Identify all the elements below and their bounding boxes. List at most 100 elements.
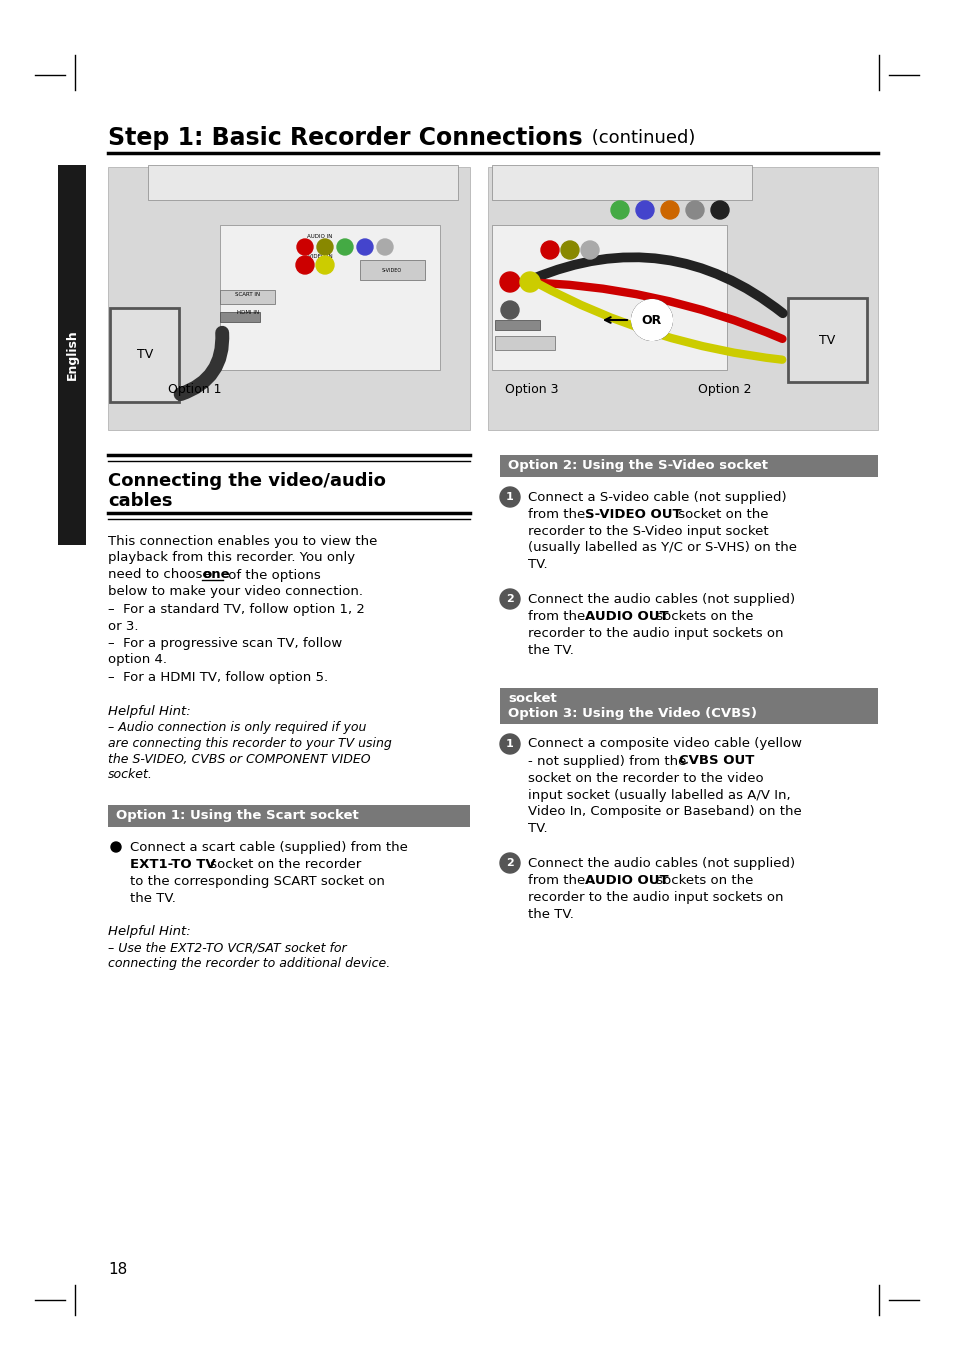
FancyBboxPatch shape	[492, 164, 751, 199]
Circle shape	[499, 853, 519, 873]
Circle shape	[685, 201, 703, 220]
Circle shape	[376, 238, 393, 255]
Circle shape	[540, 241, 558, 259]
Text: AUDIO OUT: AUDIO OUT	[584, 873, 668, 886]
Circle shape	[111, 842, 121, 853]
Text: input socket (usually labelled as A/V In,: input socket (usually labelled as A/V In…	[527, 788, 790, 801]
Text: –  For a progressive scan TV, follow: – For a progressive scan TV, follow	[108, 637, 342, 649]
Circle shape	[499, 589, 519, 609]
FancyBboxPatch shape	[495, 335, 555, 350]
Text: AUDIO OUT: AUDIO OUT	[584, 609, 668, 622]
FancyBboxPatch shape	[499, 455, 877, 477]
Text: TV.: TV.	[527, 559, 547, 571]
Text: 18: 18	[108, 1262, 127, 1277]
Circle shape	[295, 256, 314, 273]
Text: Option 1: Option 1	[168, 384, 221, 396]
Text: Helpful Hint:: Helpful Hint:	[108, 704, 191, 718]
Text: playback from this recorder. You only: playback from this recorder. You only	[108, 551, 355, 564]
Text: –  For a standard TV, follow option 1, 2: – For a standard TV, follow option 1, 2	[108, 602, 364, 616]
Text: (continued): (continued)	[585, 129, 695, 147]
Circle shape	[356, 238, 373, 255]
Text: VIDEO IN: VIDEO IN	[307, 253, 332, 259]
FancyBboxPatch shape	[108, 806, 470, 827]
Text: socket: socket	[507, 691, 557, 704]
Text: HDMI IN: HDMI IN	[236, 310, 259, 314]
Text: Connect the audio cables (not supplied): Connect the audio cables (not supplied)	[527, 857, 794, 870]
Circle shape	[316, 238, 333, 255]
Text: – Use the EXT2-TO VCR/SAT socket for: – Use the EXT2-TO VCR/SAT socket for	[108, 942, 346, 955]
Text: socket.: socket.	[108, 769, 152, 781]
FancyBboxPatch shape	[220, 225, 439, 370]
Text: need to choose: need to choose	[108, 568, 214, 582]
FancyBboxPatch shape	[359, 260, 424, 280]
Circle shape	[315, 256, 334, 273]
Text: of the options: of the options	[224, 568, 320, 582]
FancyBboxPatch shape	[148, 164, 457, 199]
FancyBboxPatch shape	[495, 321, 539, 330]
Circle shape	[296, 238, 313, 255]
Text: recorder to the S-Video input socket: recorder to the S-Video input socket	[527, 524, 768, 537]
Text: the TV.: the TV.	[527, 644, 574, 656]
Text: Helpful Hint:: Helpful Hint:	[108, 925, 191, 939]
Text: Option 2: Using the S-Video socket: Option 2: Using the S-Video socket	[507, 459, 767, 473]
Text: Step 1: Basic Recorder Connections: Step 1: Basic Recorder Connections	[108, 127, 582, 150]
Text: –  For a HDMI TV, follow option 5.: – For a HDMI TV, follow option 5.	[108, 671, 328, 683]
Text: cables: cables	[108, 492, 172, 511]
Circle shape	[636, 201, 654, 220]
Text: TV.: TV.	[527, 823, 547, 835]
Text: (usually labelled as Y/C or S-VHS) on the: (usually labelled as Y/C or S-VHS) on th…	[527, 541, 796, 555]
Text: sockets on the: sockets on the	[651, 873, 753, 886]
FancyBboxPatch shape	[220, 313, 260, 322]
Text: socket on the recorder to the video: socket on the recorder to the video	[527, 772, 762, 784]
Text: This connection enables you to view the: This connection enables you to view the	[108, 535, 377, 547]
Circle shape	[560, 241, 578, 259]
Text: 2: 2	[506, 594, 514, 603]
Circle shape	[710, 201, 728, 220]
Text: Connect a composite video cable (yellow: Connect a composite video cable (yellow	[527, 738, 801, 750]
Text: Option 1: Using the Scart socket: Option 1: Using the Scart socket	[116, 810, 358, 823]
Text: Option 3: Using the Video (CVBS): Option 3: Using the Video (CVBS)	[507, 707, 757, 721]
Text: Connect the audio cables (not supplied): Connect the audio cables (not supplied)	[527, 593, 794, 606]
Text: the TV.: the TV.	[527, 908, 574, 920]
Circle shape	[499, 734, 519, 754]
Text: option 4.: option 4.	[108, 653, 167, 667]
Text: the TV.: the TV.	[130, 892, 175, 904]
Text: TV: TV	[818, 334, 834, 346]
Text: socket on the: socket on the	[673, 508, 768, 520]
Circle shape	[499, 272, 519, 292]
Text: CVBS OUT: CVBS OUT	[679, 754, 754, 768]
Circle shape	[336, 238, 353, 255]
Text: S-VIDEO: S-VIDEO	[381, 268, 401, 272]
Text: – Audio connection is only required if you: – Audio connection is only required if y…	[108, 721, 366, 734]
Text: from the: from the	[527, 508, 589, 520]
Text: TV: TV	[136, 349, 153, 361]
Circle shape	[610, 201, 628, 220]
Text: or 3.: or 3.	[108, 620, 138, 633]
FancyBboxPatch shape	[492, 225, 726, 370]
Text: OR: OR	[641, 314, 661, 326]
Text: AUDIO IN: AUDIO IN	[307, 234, 333, 240]
Text: the S-VIDEO, CVBS or COMPONENT VIDEO: the S-VIDEO, CVBS or COMPONENT VIDEO	[108, 753, 370, 765]
Text: 1: 1	[506, 740, 514, 749]
Circle shape	[631, 300, 671, 339]
Text: sockets on the: sockets on the	[651, 609, 753, 622]
Text: are connecting this recorder to your TV using: are connecting this recorder to your TV …	[108, 737, 392, 749]
Text: 2: 2	[506, 858, 514, 867]
Text: Connect a S-video cable (not supplied): Connect a S-video cable (not supplied)	[527, 490, 786, 504]
Text: from the: from the	[527, 609, 589, 622]
Text: S-VIDEO OUT: S-VIDEO OUT	[584, 508, 680, 520]
Text: from the: from the	[527, 873, 589, 886]
FancyBboxPatch shape	[499, 688, 877, 723]
Text: socket on the recorder: socket on the recorder	[206, 858, 361, 870]
Text: 1: 1	[506, 492, 514, 502]
Text: Option 3: Option 3	[504, 384, 558, 396]
Text: EXT1-TO TV: EXT1-TO TV	[130, 858, 215, 870]
Text: to the corresponding SCART socket on: to the corresponding SCART socket on	[130, 874, 384, 888]
Circle shape	[519, 272, 539, 292]
Text: one: one	[202, 568, 230, 582]
Circle shape	[499, 488, 519, 506]
Text: - not supplied) from the: - not supplied) from the	[527, 754, 690, 768]
Text: Option 2: Option 2	[698, 384, 751, 396]
Text: connecting the recorder to additional device.: connecting the recorder to additional de…	[108, 958, 390, 970]
Circle shape	[660, 201, 679, 220]
